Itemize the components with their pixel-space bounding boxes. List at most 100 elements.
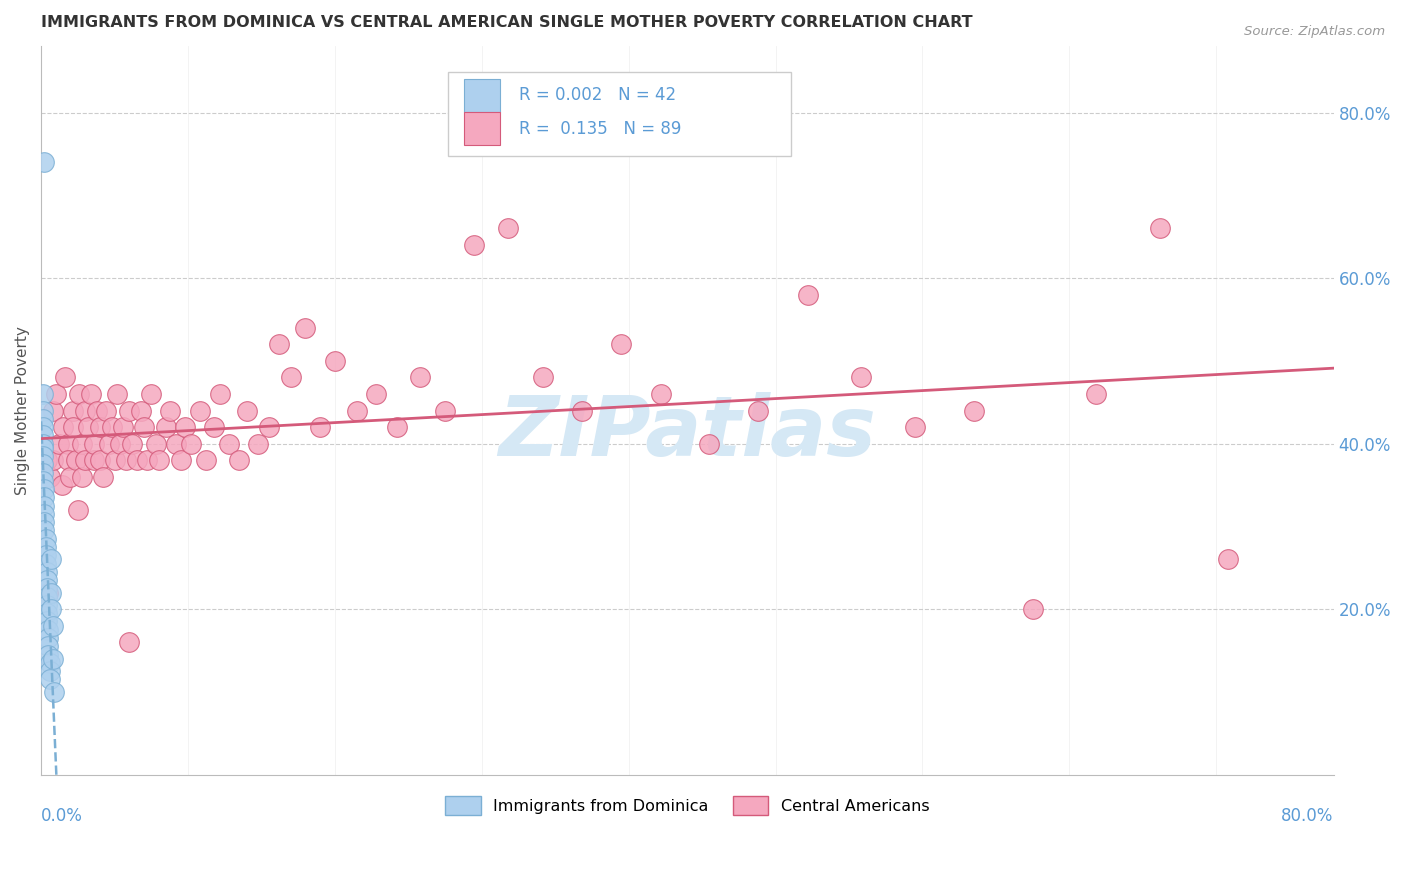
Point [42, 403, 65, 417]
Point [56, 436, 79, 450]
Point [42, 651, 65, 665]
Point [89, 453, 111, 467]
Point [37, 585, 59, 599]
Point [188, 403, 211, 417]
Point [66, 503, 89, 517]
Point [496, 221, 519, 235]
Point [45, 387, 67, 401]
Point [32, 499, 55, 513]
Point [44, 685, 66, 699]
Point [235, 403, 257, 417]
Point [1084, 387, 1107, 401]
Text: ZIPatlas: ZIPatlas [499, 392, 876, 473]
Point [571, 403, 593, 417]
Point [62, 403, 84, 417]
Point [135, 453, 157, 467]
Point [31, 387, 53, 401]
Point [155, 420, 177, 434]
Point [75, 403, 97, 417]
Point [32, 515, 55, 529]
Point [34, 549, 56, 563]
Point [31, 441, 53, 455]
Point [52, 420, 75, 434]
Point [141, 387, 163, 401]
Point [35, 453, 58, 467]
FancyBboxPatch shape [464, 78, 501, 112]
Point [132, 420, 155, 434]
Point [37, 623, 59, 637]
Point [267, 337, 290, 351]
Point [31, 466, 53, 480]
Point [129, 403, 152, 417]
Point [94, 403, 117, 417]
Point [364, 387, 387, 401]
Point [37, 640, 59, 654]
Point [849, 370, 872, 384]
Point [32, 482, 55, 496]
Point [1149, 221, 1171, 235]
Point [323, 354, 346, 368]
Point [346, 403, 368, 417]
Point [35, 606, 58, 620]
Point [699, 436, 721, 450]
Point [103, 453, 125, 467]
Point [70, 469, 93, 483]
Point [32, 491, 55, 505]
Point [65, 453, 87, 467]
FancyBboxPatch shape [449, 72, 790, 156]
Point [115, 453, 138, 467]
Point [35, 573, 58, 587]
Point [32, 507, 55, 521]
Point [39, 656, 62, 670]
Point [228, 453, 250, 467]
Point [31, 428, 53, 442]
Point [747, 403, 769, 417]
Point [31, 474, 53, 488]
Point [67, 387, 90, 401]
Point [83, 436, 105, 450]
Text: IMMIGRANTS FROM DOMINICA VS CENTRAL AMERICAN SINGLE MOTHER POVERTY CORRELATION C: IMMIGRANTS FROM DOMINICA VS CENTRAL AMER… [41, 15, 973, 30]
Point [31, 458, 53, 472]
Point [42, 453, 65, 467]
Point [148, 453, 170, 467]
Point [169, 453, 191, 467]
Point [31, 420, 53, 434]
Point [257, 420, 280, 434]
Point [533, 370, 555, 384]
Point [280, 370, 302, 384]
Point [204, 420, 226, 434]
Point [125, 453, 148, 467]
Point [797, 287, 820, 301]
Point [41, 602, 63, 616]
Point [89, 420, 111, 434]
Point [385, 420, 408, 434]
Point [112, 420, 135, 434]
Point [51, 478, 73, 492]
Point [56, 453, 79, 467]
Point [145, 436, 167, 450]
Point [35, 615, 58, 629]
Point [62, 420, 84, 434]
Point [34, 557, 56, 571]
Point [35, 598, 58, 612]
Point [42, 618, 65, 632]
Point [59, 469, 82, 483]
Point [32, 155, 55, 169]
Point [963, 403, 986, 417]
Point [31, 403, 53, 417]
Point [650, 387, 672, 401]
Text: 0.0%: 0.0% [41, 807, 83, 825]
Point [209, 387, 232, 401]
Y-axis label: Single Mother Poverty: Single Mother Poverty [15, 326, 30, 495]
Point [121, 436, 143, 450]
Point [39, 673, 62, 687]
Point [159, 403, 181, 417]
Point [37, 648, 59, 662]
Point [31, 436, 53, 450]
Point [118, 635, 141, 649]
Point [86, 403, 108, 417]
Point [77, 420, 100, 434]
Point [80, 387, 103, 401]
Text: R = 0.002   N = 42: R = 0.002 N = 42 [519, 87, 676, 104]
Point [434, 403, 457, 417]
